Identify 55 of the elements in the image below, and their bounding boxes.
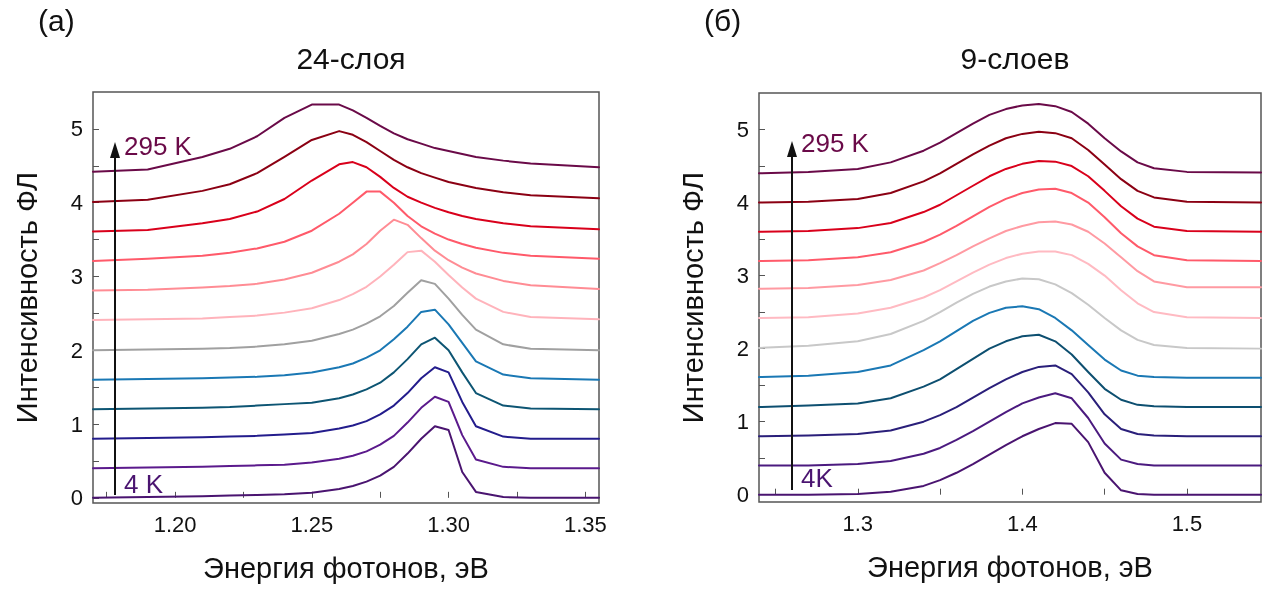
line-series xyxy=(92,218,600,292)
line-series xyxy=(758,102,1262,175)
y-tick-label: 0 xyxy=(736,482,749,508)
x-tick-label: 1.35 xyxy=(563,511,607,537)
line-series xyxy=(92,395,600,470)
line-series xyxy=(758,364,1262,438)
y-tick-label: 2 xyxy=(70,337,83,363)
line-series xyxy=(92,103,600,173)
y-tick-label: 5 xyxy=(736,117,749,143)
line-series xyxy=(758,305,1262,379)
y-tick-label: 0 xyxy=(70,485,83,511)
line-series xyxy=(92,425,600,499)
y-axis-title: Интенсивность ФЛ xyxy=(676,171,709,424)
annotation: 295 K xyxy=(801,128,870,158)
x-axis-title: Энергия фотонов, эВ xyxy=(203,551,489,584)
line-series xyxy=(92,279,600,352)
text: (a) xyxy=(38,3,75,37)
line-series xyxy=(92,161,600,233)
line-series xyxy=(758,159,1262,233)
y-tick-label: 5 xyxy=(70,116,83,142)
annotation: 4K xyxy=(801,463,834,493)
line-series xyxy=(92,130,600,203)
x-tick-label: 1.5 xyxy=(1171,510,1203,536)
line-series xyxy=(758,130,1262,204)
y-tick-label: 1 xyxy=(736,409,749,435)
line-series xyxy=(758,277,1262,350)
line-series xyxy=(92,336,600,411)
line-series xyxy=(758,250,1262,319)
text: (б) xyxy=(704,3,742,37)
line-series xyxy=(92,308,600,381)
line-series xyxy=(758,333,1262,409)
line-series xyxy=(758,220,1262,290)
y-axis-title: Интенсивность ФЛ xyxy=(10,171,43,424)
y-tick-label: 4 xyxy=(736,190,749,216)
y-tick-label: 1 xyxy=(70,411,83,437)
x-tick-label: 1.30 xyxy=(427,511,470,537)
x-tick-label: 1.25 xyxy=(290,511,334,537)
y-tick-label: 4 xyxy=(70,190,83,216)
chart-title: 9-слоев xyxy=(960,41,1070,75)
line-series xyxy=(758,392,1262,467)
y-tick-label: 3 xyxy=(736,263,749,289)
line-series xyxy=(92,366,600,440)
y-tick-label: 3 xyxy=(70,263,83,289)
annotation: 295 K xyxy=(124,131,193,161)
annotation: 4 K xyxy=(124,469,164,499)
x-tick-label: 1.20 xyxy=(153,511,197,537)
line-series xyxy=(758,422,1262,496)
line-series xyxy=(92,249,600,322)
y-tick-label: 2 xyxy=(736,336,749,362)
line-series xyxy=(92,190,600,262)
x-tick-label: 1.3 xyxy=(842,510,874,536)
x-axis-title: Энергия фотонов, эВ xyxy=(867,550,1153,583)
chart-title: 24-слоя xyxy=(296,41,406,75)
x-tick-label: 1.4 xyxy=(1007,510,1038,536)
line-series xyxy=(758,187,1262,262)
